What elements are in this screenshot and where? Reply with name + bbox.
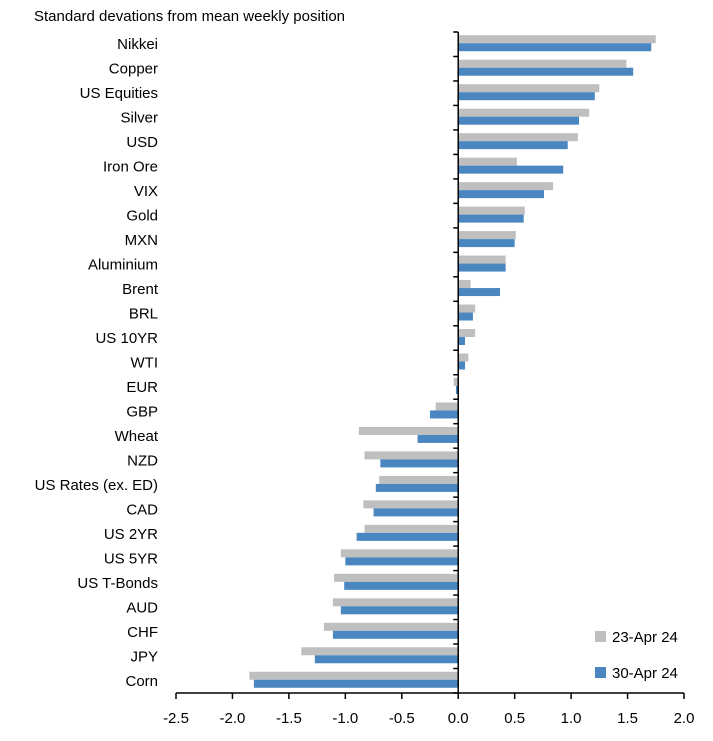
bar-23apr bbox=[458, 231, 516, 240]
legend-swatch bbox=[595, 667, 606, 678]
bar-23apr bbox=[458, 157, 517, 166]
bar-30apr bbox=[458, 116, 580, 125]
bar-30apr bbox=[458, 190, 545, 199]
bar-30apr bbox=[332, 630, 459, 639]
bar-30apr bbox=[356, 532, 459, 541]
x-tick-label: -1.5 bbox=[276, 710, 302, 727]
bar-30apr bbox=[375, 483, 459, 492]
bar-23apr bbox=[364, 451, 459, 460]
bar-23apr bbox=[364, 524, 459, 533]
category-label: GBP bbox=[126, 403, 158, 420]
bar-30apr bbox=[458, 92, 595, 101]
category-label: VIX bbox=[134, 183, 158, 200]
bar-23apr bbox=[453, 377, 459, 386]
x-tick-label: -1.0 bbox=[332, 710, 358, 727]
bar-23apr bbox=[458, 329, 476, 338]
category-label: US Rates (ex. ED) bbox=[35, 477, 158, 494]
x-tick-label: 0.0 bbox=[448, 710, 469, 727]
bar-30apr bbox=[458, 141, 568, 150]
bar-23apr bbox=[458, 35, 656, 44]
bar-23apr bbox=[249, 671, 459, 680]
x-tick-label: 2.0 bbox=[674, 710, 695, 727]
category-label: MXN bbox=[125, 232, 158, 249]
bar-23apr bbox=[458, 133, 578, 142]
category-label: US 2YR bbox=[104, 526, 158, 543]
category-label: Wheat bbox=[115, 428, 159, 445]
bar-30apr bbox=[314, 655, 459, 664]
bar-30apr bbox=[455, 385, 459, 394]
x-tick-label: -2.0 bbox=[220, 710, 246, 727]
bar-30apr bbox=[458, 43, 652, 52]
category-label: Copper bbox=[109, 61, 158, 78]
x-tick-label: 0.5 bbox=[504, 710, 525, 727]
category-label: Silver bbox=[120, 110, 158, 127]
category-label: US T-Bonds bbox=[77, 575, 158, 592]
bar-30apr bbox=[345, 557, 459, 566]
bar-30apr bbox=[458, 67, 634, 76]
bar-30apr bbox=[458, 239, 515, 248]
bar-30apr bbox=[417, 434, 459, 443]
category-label: US Equities bbox=[80, 85, 158, 102]
category-label: Corn bbox=[125, 673, 158, 690]
bar-30apr bbox=[458, 288, 500, 297]
bar-30apr bbox=[458, 361, 465, 370]
legend-label: 30-Apr 24 bbox=[612, 665, 678, 682]
bar-23apr bbox=[340, 549, 459, 558]
bar-30apr bbox=[253, 679, 459, 688]
bar-30apr bbox=[458, 337, 465, 346]
x-tick-label: -0.5 bbox=[389, 710, 415, 727]
bar-23apr bbox=[358, 426, 459, 435]
bar-30apr bbox=[458, 263, 506, 272]
bar-23apr bbox=[379, 475, 459, 484]
bar-23apr bbox=[458, 108, 590, 117]
bar-23apr bbox=[323, 622, 459, 631]
category-label: EUR bbox=[126, 379, 158, 396]
bar-23apr bbox=[458, 353, 469, 362]
bar-30apr bbox=[380, 459, 459, 468]
category-label: US 5YR bbox=[104, 550, 158, 567]
bar-30apr bbox=[373, 508, 459, 517]
category-label: Aluminium bbox=[88, 257, 158, 274]
category-label: AUD bbox=[126, 599, 158, 616]
bar-23apr bbox=[458, 304, 476, 313]
bar-30apr bbox=[458, 214, 524, 223]
bar-23apr bbox=[458, 182, 554, 191]
bar-23apr bbox=[334, 573, 459, 582]
bar-23apr bbox=[458, 59, 627, 68]
legend-label: 23-Apr 24 bbox=[612, 629, 678, 646]
bar-30apr bbox=[344, 581, 459, 590]
x-tick-label: -2.5 bbox=[163, 710, 189, 727]
x-tick-label: 1.5 bbox=[617, 710, 638, 727]
bar-23apr bbox=[332, 598, 459, 607]
category-label: CAD bbox=[126, 501, 158, 518]
bar-30apr bbox=[458, 165, 564, 174]
category-label: US 10YR bbox=[95, 330, 158, 347]
bar-30apr bbox=[340, 606, 459, 615]
category-label: BRL bbox=[129, 306, 158, 323]
bar-30apr bbox=[430, 410, 459, 419]
category-label: Gold bbox=[126, 208, 158, 225]
bar-23apr bbox=[458, 255, 506, 264]
category-label: NZD bbox=[127, 452, 158, 469]
category-label: JPY bbox=[130, 648, 158, 665]
category-label: USD bbox=[126, 134, 158, 151]
bar-23apr bbox=[435, 402, 459, 411]
category-label: Nikkei bbox=[117, 36, 158, 53]
legend-swatch bbox=[595, 631, 606, 642]
category-label: Brent bbox=[122, 281, 159, 298]
category-label: CHF bbox=[127, 624, 158, 641]
bar-23apr bbox=[458, 206, 525, 215]
bar-23apr bbox=[458, 84, 600, 93]
chart-title: Standard devations from mean weekly posi… bbox=[34, 8, 346, 25]
category-label: WTI bbox=[131, 355, 159, 372]
bar-30apr bbox=[458, 312, 473, 321]
category-label: Iron Ore bbox=[103, 159, 158, 176]
x-tick-label: 1.0 bbox=[561, 710, 582, 727]
bar-23apr bbox=[363, 500, 459, 509]
bar-23apr bbox=[458, 280, 471, 289]
bar-23apr bbox=[301, 647, 459, 656]
